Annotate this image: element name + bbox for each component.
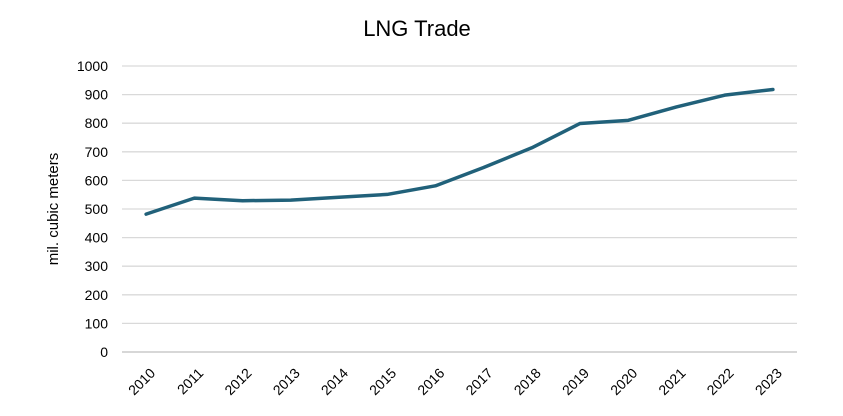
y-tick-label: 400 bbox=[85, 230, 109, 246]
x-tick-label: 2010 bbox=[125, 365, 158, 398]
x-tick-label: 2019 bbox=[559, 365, 592, 398]
data-point bbox=[772, 88, 774, 90]
data-point bbox=[531, 147, 533, 149]
x-tick-label: 2018 bbox=[511, 365, 544, 398]
x-tick-label: 2023 bbox=[752, 365, 785, 398]
data-point bbox=[675, 106, 677, 108]
x-tick-label: 2015 bbox=[366, 365, 399, 398]
y-tick-label: 100 bbox=[85, 315, 109, 331]
y-tick-label: 300 bbox=[85, 258, 109, 274]
x-tick-label: 2011 bbox=[174, 365, 207, 398]
y-tick-label: 0 bbox=[100, 344, 108, 360]
y-tick-label: 500 bbox=[85, 201, 109, 217]
x-tick-label: 2013 bbox=[270, 365, 303, 398]
y-tick-label: 600 bbox=[85, 172, 109, 188]
data-point bbox=[290, 199, 292, 201]
data-point bbox=[193, 197, 195, 199]
data-point bbox=[724, 94, 726, 96]
chart-title: LNG Trade bbox=[363, 16, 471, 41]
y-tick-label: 1000 bbox=[77, 58, 108, 74]
data-point bbox=[145, 213, 147, 215]
x-tick-label: 2014 bbox=[318, 365, 351, 398]
data-point bbox=[338, 196, 340, 198]
y-tick-label: 200 bbox=[85, 287, 109, 303]
data-point bbox=[386, 193, 388, 195]
x-tick-label: 2021 bbox=[655, 365, 688, 398]
data-point bbox=[434, 185, 436, 187]
data-point bbox=[483, 167, 485, 169]
y-axis-label: mil. cubic meters bbox=[45, 153, 62, 266]
data-point bbox=[242, 200, 244, 202]
x-tick-label: 2016 bbox=[414, 365, 447, 398]
y-tick-label: 700 bbox=[85, 144, 109, 160]
x-tick-label: 2017 bbox=[462, 365, 495, 398]
series-line bbox=[144, 87, 775, 216]
data-point bbox=[627, 119, 629, 121]
y-tick-label: 800 bbox=[85, 115, 109, 131]
y-tick-label: 900 bbox=[85, 87, 109, 103]
data-point bbox=[579, 122, 581, 124]
x-tick-label: 2020 bbox=[607, 365, 640, 398]
x-tick-label: 2012 bbox=[221, 365, 254, 398]
x-tick-label: 2022 bbox=[703, 365, 736, 398]
